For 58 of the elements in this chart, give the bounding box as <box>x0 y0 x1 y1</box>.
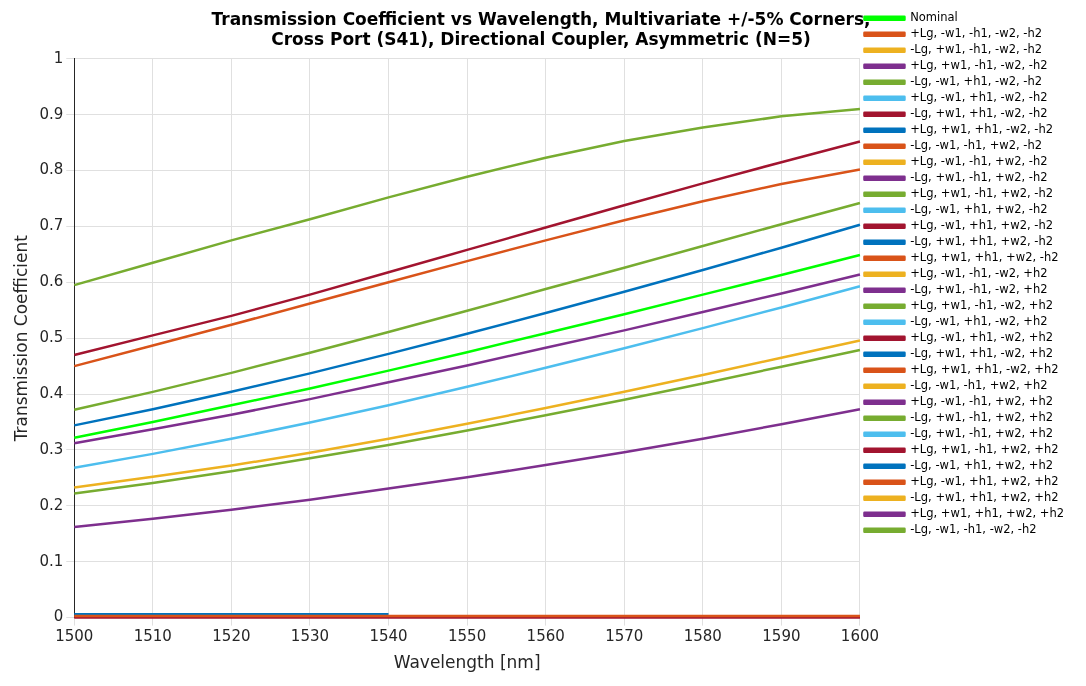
legend-label: -Lg, -w1, -h1, -w2, -h2 <box>910 522 1037 537</box>
legend-label: -Lg, -w1, +h1, -w2, +h2 <box>910 314 1048 329</box>
x-axis-title: Wavelength [nm] <box>393 652 541 673</box>
legend-label: -Lg, -w1, +h1, +w2, +h2 <box>910 458 1054 473</box>
y-tick-label: 0.1 <box>39 551 64 570</box>
chart-title: Transmission Coefficient vs Wavelength, Multivariate +/-5% Corners, Cross Port (S41), Directional Coupler, Asymmetric (N=5) <box>211 8 871 50</box>
legend-label: +Lg, +w1, -h1, -w2, -h2 <box>910 58 1048 73</box>
legend-label: -Lg, +w1, -h1, +w2, +h2 <box>910 410 1054 425</box>
x-tick-label: 1570 <box>605 627 644 646</box>
legend-label: +Lg, -w1, +h1, -w2, +h2 <box>910 330 1054 345</box>
legend-label: Nominal <box>910 10 958 25</box>
legend-label: +Lg, +w1, -h1, -w2, +h2 <box>910 298 1054 313</box>
y-tick-label: 0.8 <box>39 160 64 179</box>
legend-label: +Lg, -w1, +h1, +w2, +h2 <box>910 474 1059 489</box>
legend-label: -Lg, +w1, +h1, +w2, -h2 <box>910 234 1054 249</box>
legend-label: +Lg, -w1, -h1, +w2, +h2 <box>910 394 1054 409</box>
legend-label: +Lg, -w1, +h1, -w2, -h2 <box>910 90 1048 105</box>
x-tick-label: 1540 <box>369 627 408 646</box>
legend-label: +Lg, +w1, +h1, +w2, +h2 <box>910 506 1065 521</box>
y-tick-label: 1 <box>53 48 64 67</box>
x-tick-label: 1600 <box>840 627 880 646</box>
legend-label: +Lg, -w1, +h1, +w2, -h2 <box>910 218 1054 233</box>
legend-label: -Lg, -w1, -h1, +w2, +h2 <box>910 378 1048 393</box>
x-tick-label: 1590 <box>762 627 801 646</box>
x-tick-label: 1500 <box>55 627 94 646</box>
y-tick-label: 0.7 <box>39 216 64 235</box>
legend-label: +Lg, -w1, -h1, +w2, -h2 <box>910 154 1048 169</box>
y-tick-label: 0 <box>53 607 64 626</box>
y-axis-title: Transmission Coefficient <box>10 234 31 443</box>
y-tick-label: 0.4 <box>39 383 64 402</box>
legend-label: -Lg, +w1, -h1, +w2, +h2 <box>910 426 1054 441</box>
x-tick-label: 1510 <box>133 627 172 646</box>
y-tick-label: 0.9 <box>39 104 64 123</box>
x-tick-label: 1560 <box>526 627 565 646</box>
x-tick-label: 1530 <box>290 627 330 646</box>
legend-label: -Lg, +w1, +h1, -w2, +h2 <box>910 346 1054 361</box>
legend-label: +Lg, +w1, -h1, +w2, +h2 <box>910 442 1059 457</box>
y-tick-label: 0.5 <box>39 328 64 347</box>
legend-label: -Lg, +w1, +h1, -w2, -h2 <box>910 106 1048 121</box>
x-tick-label: 1580 <box>683 627 722 646</box>
legend-label: -Lg, +w1, -h1, +w2, -h2 <box>910 170 1048 185</box>
y-tick-label: 0.2 <box>39 495 64 514</box>
legend-label: +Lg, -w1, -h1, -w2, +h2 <box>910 266 1048 281</box>
x-tick-label: 1550 <box>448 627 487 646</box>
legend-label: -Lg, -w1, +h1, -w2, -h2 <box>910 74 1043 89</box>
legend-label: -Lg, -w1, -h1, +w2, -h2 <box>910 138 1043 153</box>
legend-label: +Lg, +w1, -h1, +w2, -h2 <box>910 186 1054 201</box>
legend-label: +Lg, +w1, +h1, -w2, +h2 <box>910 362 1059 377</box>
y-tick-label: 0.6 <box>39 272 64 291</box>
legend-label: -Lg, +w1, -h1, -w2, -h2 <box>910 42 1043 57</box>
y-tick-label: 0.3 <box>39 439 64 458</box>
legend-label: +Lg, +w1, +h1, -w2, -h2 <box>910 122 1054 137</box>
legend-label: -Lg, +w1, +h1, +w2, +h2 <box>910 490 1059 505</box>
legend-label: -Lg, -w1, +h1, +w2, -h2 <box>910 202 1048 217</box>
legend-label: +Lg, -w1, -h1, -w2, -h2 <box>910 26 1043 41</box>
legend-label: -Lg, +w1, -h1, -w2, +h2 <box>910 282 1048 297</box>
x-tick-label: 1520 <box>212 627 251 646</box>
legend-label: +Lg, +w1, +h1, +w2, -h2 <box>910 250 1059 265</box>
